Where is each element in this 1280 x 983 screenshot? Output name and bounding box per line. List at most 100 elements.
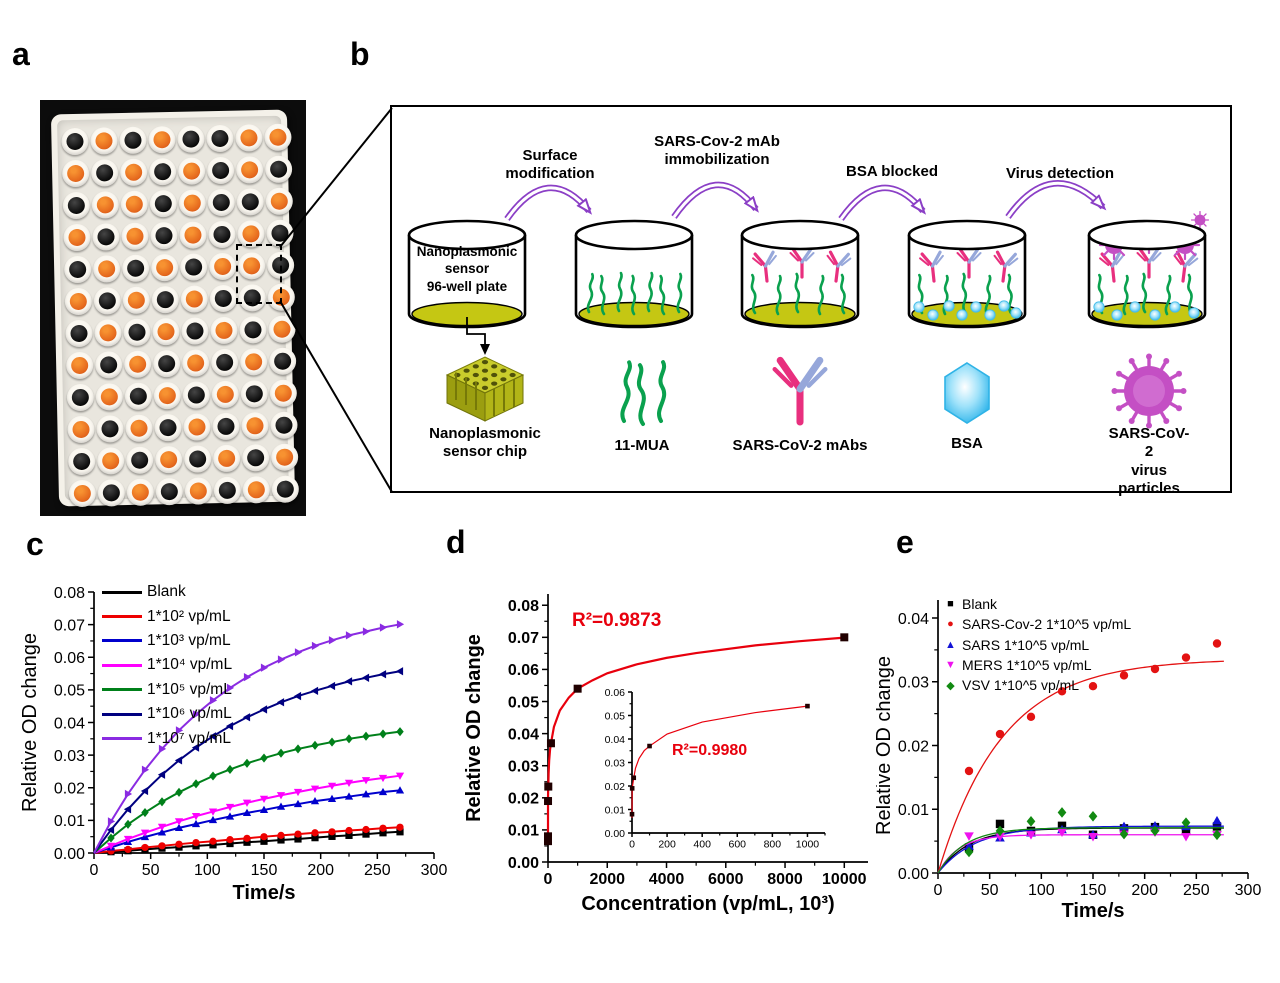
panel-b-label: b: [350, 36, 370, 72]
panel-d-chart: 0 2000 4000 6000 8000 10000 0.00 0.01 0.02 0.03 0.…: [462, 572, 896, 937]
svg-text:300: 300: [421, 862, 448, 879]
legend-label: MERS 1*10^5 vp/mL: [962, 657, 1092, 674]
svg-text:0.05: 0.05: [605, 710, 626, 722]
legend-item: 1*10⁷ vp/mL: [102, 726, 232, 750]
svg-text:0.00: 0.00: [508, 855, 539, 872]
well: [241, 444, 270, 472]
svg-text:0: 0: [544, 871, 553, 888]
kinetics-plot: 0 50 100 150 200 250 300 0.00 0.01 0.02 0.03 0.04 0.…: [19, 585, 448, 904]
svg-text:0: 0: [90, 862, 99, 879]
bsa-icon: [944, 362, 990, 424]
svg-text:0.02: 0.02: [508, 791, 539, 808]
well: [242, 476, 271, 504]
svg-text:0.03: 0.03: [54, 748, 85, 765]
well: [207, 188, 236, 217]
panel-b-illustration: [407, 180, 1210, 429]
svg-text:8000: 8000: [767, 871, 803, 888]
well: [183, 445, 212, 473]
well: [61, 127, 89, 156]
step-label-virus-detection: Virus detection: [1005, 165, 1115, 182]
svg-text:0.04: 0.04: [605, 734, 626, 746]
svg-text:Relative OD change: Relative OD change: [19, 633, 41, 812]
specificity-plot: 0 50 100 150 200 250 300 0.00 0.01 0.02 0.03 0.04 Ti…: [873, 600, 1261, 922]
svg-text:0.01: 0.01: [605, 804, 626, 816]
well: [92, 223, 120, 251]
well: [208, 220, 236, 249]
step-label-mab-immobilization: SARS-Cov-2 mAb immobilization: [654, 133, 780, 169]
well: [241, 412, 269, 440]
well: [179, 221, 207, 249]
svg-text:100: 100: [194, 862, 221, 879]
panel-e-label: e: [896, 524, 914, 560]
svg-text:6000: 6000: [708, 871, 744, 888]
well: [177, 157, 206, 185]
well: [96, 415, 124, 443]
well: [64, 287, 93, 316]
well1-label: Nanoplasmonic sensor 96-well plate: [416, 244, 518, 294]
well: [211, 380, 240, 409]
legend-label: SARS 1*10^5 vp/mL: [962, 636, 1090, 653]
well: [123, 318, 151, 347]
step-arrows: [504, 180, 1103, 221]
well: [183, 413, 211, 441]
r-squared-inset: R²=0.9980: [672, 742, 748, 759]
mua-icon: [622, 362, 666, 424]
svg-text:0.06: 0.06: [54, 650, 85, 667]
panel-e-chart: 0 50 100 150 200 250 300 0.00 0.01 0.02 0.03 0.04 Ti…: [873, 572, 1276, 937]
svg-text:0.04: 0.04: [898, 611, 929, 628]
well: [150, 253, 179, 282]
well: [94, 351, 123, 379]
svg-text:200: 200: [307, 862, 334, 879]
svg-text:0.06: 0.06: [508, 662, 539, 679]
panel-c-chart: 0 50 100 150 200 250 300 0.00 0.01 0.02 0.03 0.04 0.…: [18, 572, 452, 922]
well: [240, 380, 269, 408]
svg-text:50: 50: [981, 882, 999, 899]
legend-label: 1*10⁷ vp/mL: [147, 729, 232, 747]
svg-text:0: 0: [629, 839, 635, 851]
svg-text:0.02: 0.02: [898, 738, 929, 755]
step-label-bsa-blocked: BSA blocked: [846, 163, 938, 180]
well-bsa: [907, 219, 1027, 329]
icon-label-11-mua: 11-MUA: [614, 437, 670, 454]
well: [94, 319, 122, 347]
well: [153, 381, 182, 410]
legend-line-sample: [102, 590, 142, 594]
legend-line-sample: [102, 688, 142, 692]
svg-text:0.05: 0.05: [508, 694, 539, 711]
well: [120, 190, 149, 219]
well: [179, 253, 208, 281]
svg-text:250: 250: [364, 862, 391, 879]
well: [95, 383, 124, 411]
svg-text:Time/s: Time/s: [233, 882, 296, 904]
well-virus: [1087, 210, 1210, 329]
svg-text:0.07: 0.07: [54, 617, 85, 634]
icon-label-mabs: SARS-CoV-2 mAbs: [732, 437, 868, 454]
well: [235, 124, 263, 152]
legend-item: 1*10³ vp/mL: [102, 629, 232, 653]
panel-b-diagram: Surface modification SARS-Cov-2 mAb immo…: [390, 105, 1232, 497]
svg-text:0.02: 0.02: [54, 781, 85, 798]
well: [212, 412, 240, 441]
legend-line-sample: [102, 663, 142, 667]
well: [152, 349, 181, 378]
icon-label-virus-particles: SARS-CoV-2 virus particles: [1108, 425, 1190, 497]
svg-text:0.06: 0.06: [605, 687, 626, 699]
well: [182, 381, 211, 409]
well: [209, 284, 238, 313]
svg-text:0.05: 0.05: [54, 683, 85, 700]
well: [210, 348, 239, 377]
legend-label: 1*10² vp/mL: [147, 607, 231, 625]
legend-marker-sample: ●: [947, 618, 954, 631]
well: [90, 127, 118, 155]
well: [61, 159, 90, 188]
well: [122, 286, 151, 315]
svg-text:0.08: 0.08: [508, 598, 539, 615]
well: [92, 255, 121, 283]
svg-text:Relative OD change: Relative OD change: [876, 656, 895, 835]
panel-a-photo: [40, 100, 306, 516]
svg-text:0.03: 0.03: [508, 758, 539, 775]
legend-item: Blank: [102, 580, 232, 604]
legend-item: ▼ MERS 1*10^5 vp/mL: [942, 655, 1131, 675]
well: [65, 319, 93, 348]
well: [67, 415, 95, 444]
